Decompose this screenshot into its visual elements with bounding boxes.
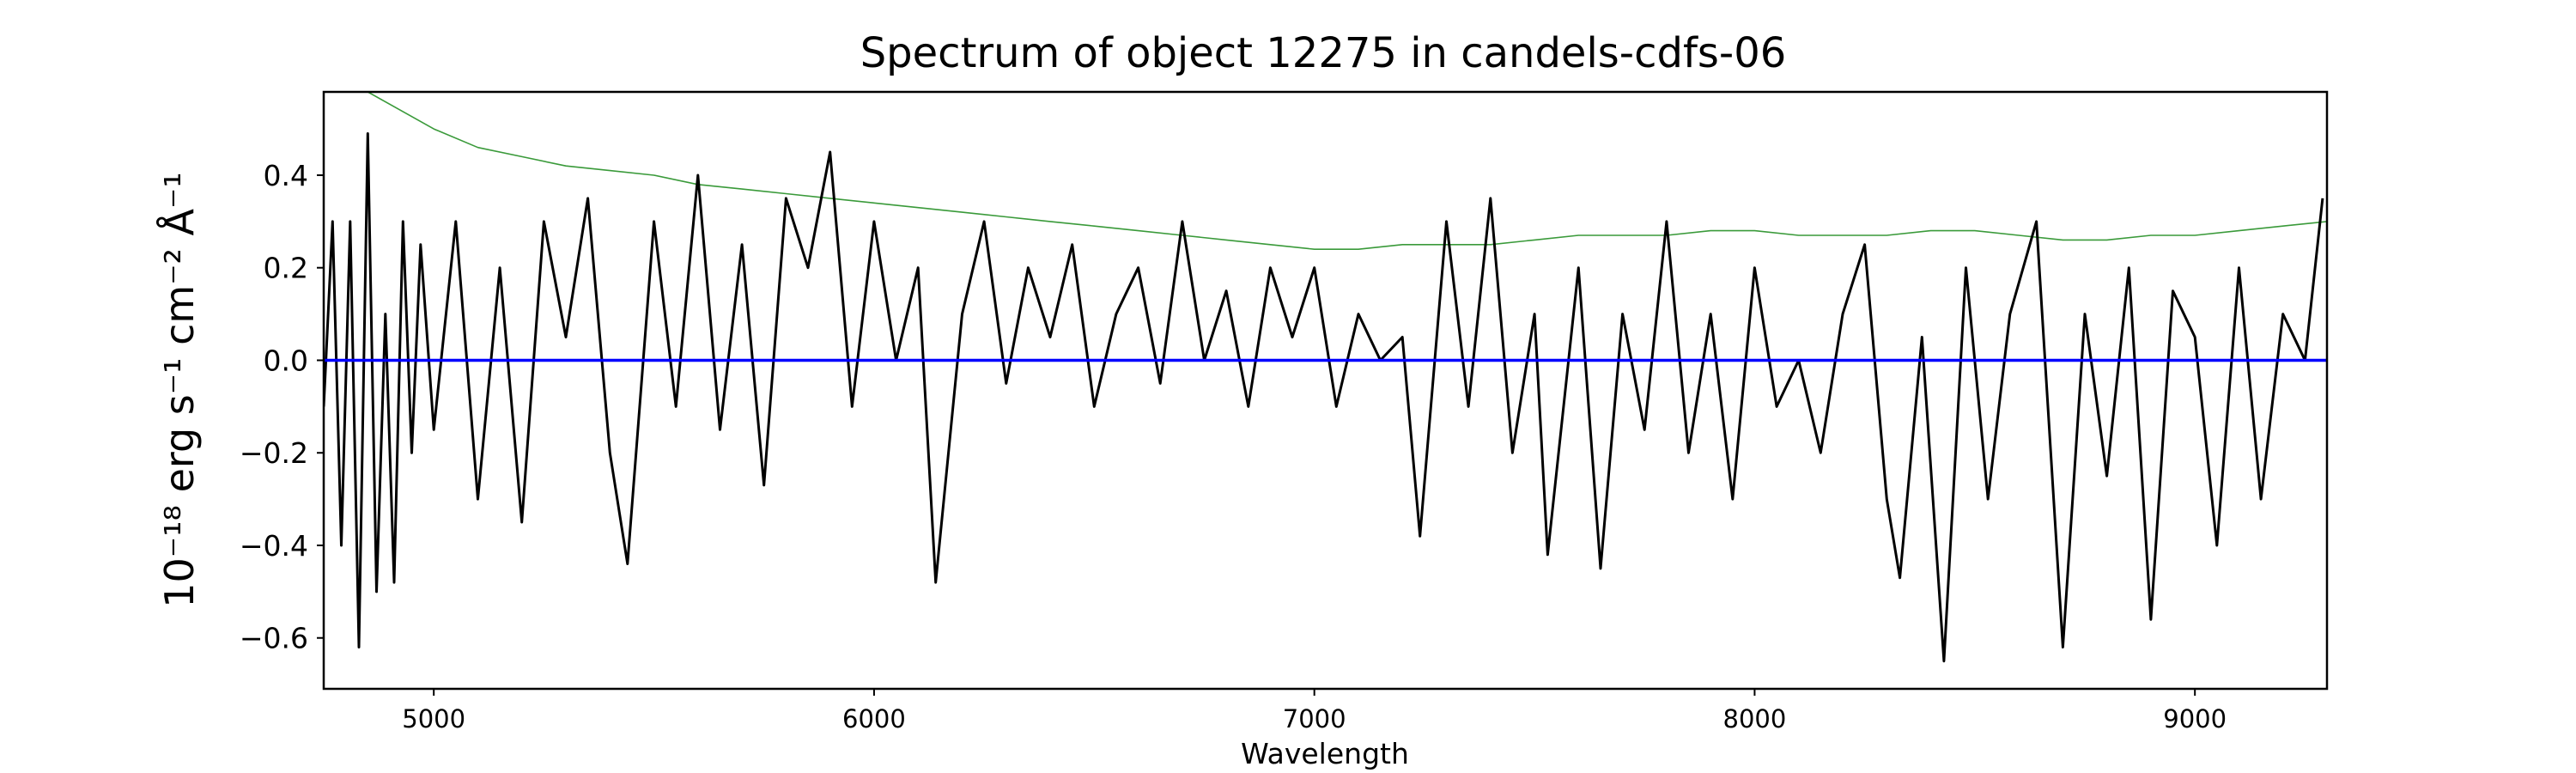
y-tick-label: 0.4 [264, 159, 308, 192]
y-tick-label: −0.6 [240, 622, 308, 655]
x-tick-label: 6000 [842, 704, 906, 733]
y-tick-label: −0.2 [240, 436, 308, 470]
plot-frame [322, 90, 2329, 691]
x-tick-label: 7000 [1283, 704, 1346, 733]
series-line-error [364, 92, 2327, 251]
y-tick-label: 0.2 [264, 252, 308, 285]
series-line-flux [324, 132, 2324, 663]
x-tick-label: 8000 [1723, 704, 1787, 733]
x-axis: 5000 6000 7000 8000 9000 [402, 689, 2227, 733]
y-axis-label: 10⁻¹⁸ erg s⁻¹ cm⁻² Å⁻¹ [156, 172, 203, 607]
x-tick-label: 5000 [402, 704, 465, 733]
x-axis-label: Wavelength [1241, 737, 1409, 770]
y-axis: −0.6 −0.4 −0.2 0.0 0.2 0.4 [240, 159, 324, 655]
x-tick-label: 9000 [2163, 704, 2227, 733]
chart-title: Spectrum of object 12275 in candels-cdfs… [860, 29, 1787, 77]
y-tick-label: −0.4 [240, 529, 308, 563]
plot-area [324, 92, 2327, 663]
y-tick-label: 0.0 [264, 344, 308, 377]
